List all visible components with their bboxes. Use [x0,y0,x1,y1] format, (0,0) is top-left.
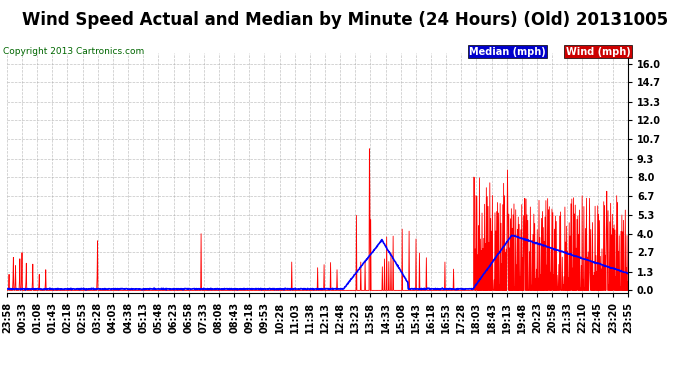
Text: Wind Speed Actual and Median by Minute (24 Hours) (Old) 20131005: Wind Speed Actual and Median by Minute (… [22,11,668,29]
Text: Wind (mph): Wind (mph) [566,47,631,57]
Text: Median (mph): Median (mph) [469,47,546,57]
Text: Copyright 2013 Cartronics.com: Copyright 2013 Cartronics.com [3,47,145,56]
